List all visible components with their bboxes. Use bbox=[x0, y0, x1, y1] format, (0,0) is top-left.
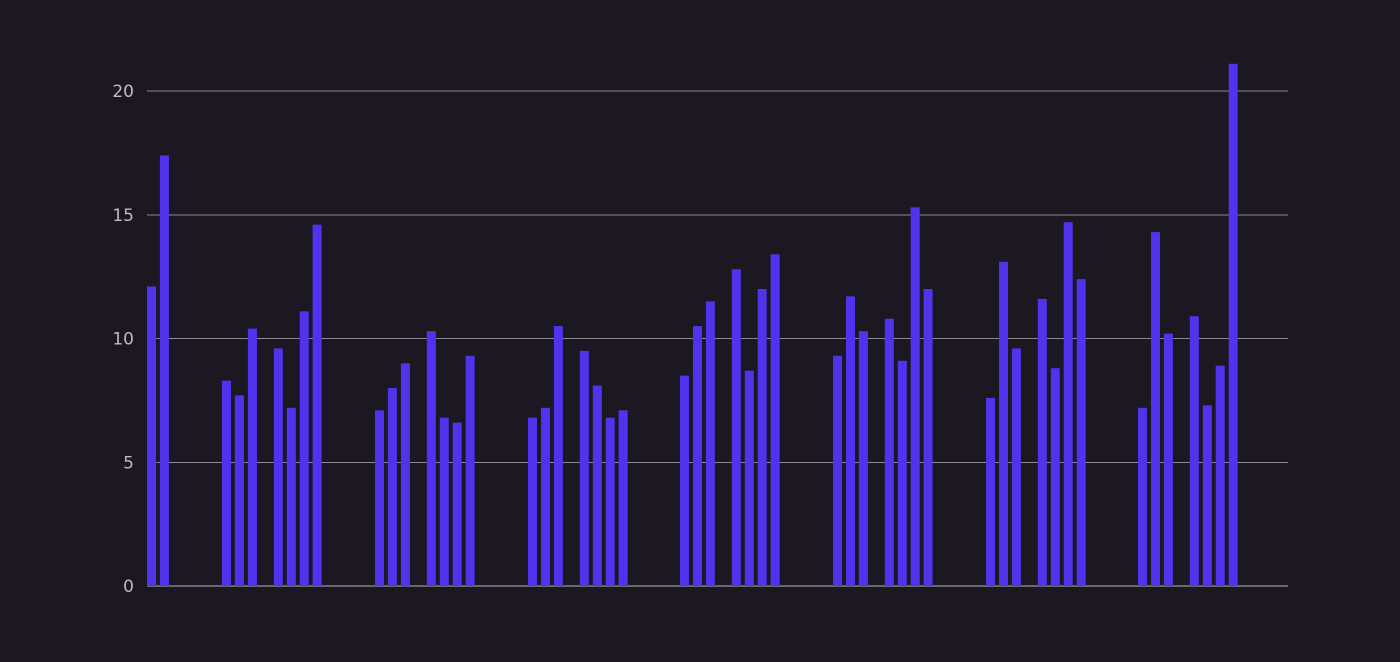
bar bbox=[1138, 407, 1147, 586]
bar bbox=[986, 397, 995, 586]
bar-group-8 bbox=[1138, 63, 1238, 587]
bar bbox=[1063, 222, 1073, 586]
bar bbox=[592, 385, 602, 586]
bar bbox=[731, 269, 741, 586]
bar bbox=[375, 410, 384, 586]
bar bbox=[884, 318, 894, 586]
bar bbox=[705, 301, 715, 586]
bar bbox=[757, 289, 767, 586]
y-axis: 0 5 10 15 20 bbox=[112, 82, 134, 597]
bar bbox=[400, 363, 410, 587]
bar bbox=[234, 395, 244, 586]
bar bbox=[452, 422, 462, 586]
bar-group-5 bbox=[680, 254, 780, 587]
bar-group-4 bbox=[528, 326, 628, 586]
bar bbox=[247, 328, 257, 586]
bar bbox=[744, 370, 754, 586]
bar-group-7 bbox=[986, 222, 1086, 586]
bar bbox=[1228, 63, 1238, 587]
bar bbox=[846, 296, 855, 586]
bar bbox=[147, 286, 156, 586]
bar-group-3 bbox=[375, 331, 475, 587]
bar bbox=[910, 207, 920, 587]
bar bbox=[1050, 368, 1060, 586]
bar bbox=[1076, 279, 1086, 586]
bar bbox=[312, 224, 322, 586]
bar bbox=[273, 348, 283, 586]
bar bbox=[605, 417, 615, 586]
bar bbox=[693, 326, 702, 586]
y-tick-label: 5 bbox=[123, 453, 134, 473]
y-tick-label: 10 bbox=[112, 330, 134, 350]
bar-group-1 bbox=[147, 155, 169, 586]
bar bbox=[553, 326, 563, 586]
y-tick-label: 20 bbox=[112, 82, 134, 102]
bar bbox=[426, 331, 436, 586]
bar-group-2 bbox=[222, 224, 322, 586]
bar bbox=[222, 380, 231, 586]
bar bbox=[465, 355, 475, 586]
bar bbox=[159, 155, 169, 586]
bar bbox=[1037, 298, 1047, 586]
y-tick-label: 15 bbox=[112, 206, 134, 226]
bar bbox=[1215, 365, 1225, 586]
bar bbox=[618, 410, 628, 586]
bar bbox=[579, 350, 589, 586]
bar bbox=[858, 331, 868, 586]
bar bbox=[1151, 232, 1160, 586]
bar bbox=[541, 407, 550, 586]
bar bbox=[286, 407, 296, 586]
bar-group-6 bbox=[833, 207, 933, 587]
bar bbox=[680, 375, 689, 586]
bar bbox=[299, 311, 309, 586]
bar bbox=[1202, 405, 1212, 586]
y-tick-label: 0 bbox=[123, 577, 134, 597]
bar bbox=[833, 355, 842, 586]
grid-lines bbox=[147, 90, 1288, 587]
bar bbox=[1011, 348, 1021, 586]
bar bbox=[770, 254, 780, 587]
bar bbox=[897, 360, 907, 586]
bar bbox=[387, 388, 397, 586]
bars bbox=[147, 63, 1238, 587]
bar bbox=[1163, 333, 1173, 586]
bar bbox=[1189, 316, 1199, 586]
bar bbox=[999, 261, 1008, 586]
bar bbox=[923, 289, 933, 586]
bar bbox=[528, 417, 537, 586]
bar bbox=[439, 417, 449, 586]
